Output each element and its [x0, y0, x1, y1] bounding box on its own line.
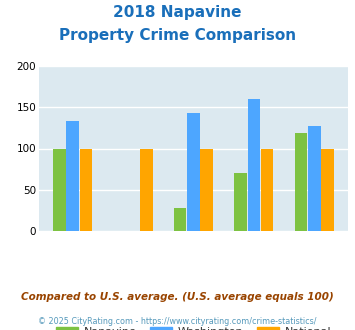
Bar [261, 148, 273, 231]
Text: 2018 Napavine: 2018 Napavine [113, 5, 242, 20]
Text: Compared to U.S. average. (U.S. average equals 100): Compared to U.S. average. (U.S. average … [21, 292, 334, 302]
Bar [140, 148, 153, 231]
Bar [174, 208, 186, 231]
Bar [53, 148, 66, 231]
Bar [247, 99, 260, 231]
Bar [234, 173, 247, 231]
Text: Property Crime Comparison: Property Crime Comparison [59, 28, 296, 43]
Bar [80, 148, 92, 231]
Bar [201, 148, 213, 231]
Bar [187, 113, 200, 231]
Bar [321, 148, 334, 231]
Bar [295, 133, 307, 231]
Bar [66, 121, 79, 231]
Bar [308, 126, 321, 231]
Legend: Napavine, Washington, National: Napavine, Washington, National [51, 322, 335, 330]
Text: © 2025 CityRating.com - https://www.cityrating.com/crime-statistics/: © 2025 CityRating.com - https://www.city… [38, 317, 317, 326]
